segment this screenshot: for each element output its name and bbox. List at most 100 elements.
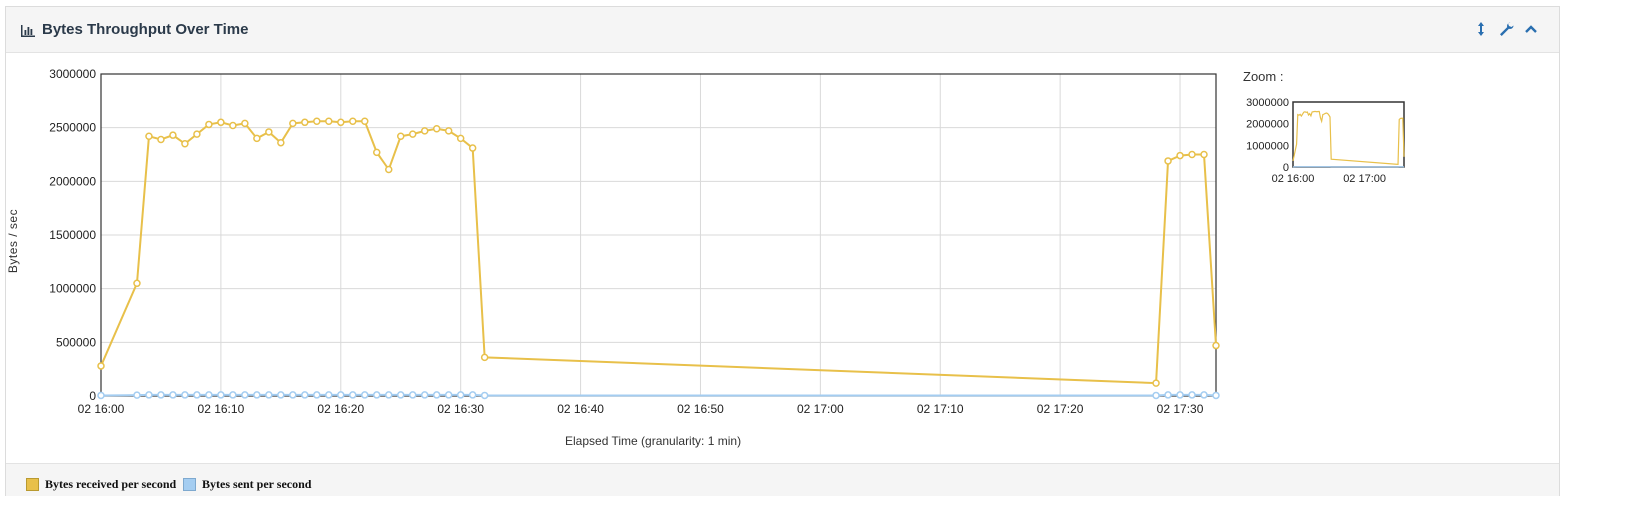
data-point-received [1152, 379, 1160, 387]
data-point-received [253, 134, 261, 143]
data-point-received [277, 138, 285, 147]
data-point-sent [253, 391, 261, 399]
x-tick-label: 02 17:10 [917, 402, 964, 416]
y-tick-label: 2500000 [49, 121, 96, 135]
data-point-sent [432, 391, 441, 399]
zoom-frame [1292, 101, 1405, 168]
data-point-received [444, 127, 453, 135]
legend-swatch-sent [183, 478, 196, 491]
data-point-sent [97, 391, 105, 400]
data-point-received [313, 117, 321, 125]
data-point-sent [205, 391, 213, 399]
data-point-sent [1212, 391, 1220, 400]
chevron-up-icon[interactable] [1523, 21, 1539, 37]
data-point-sent [181, 391, 189, 399]
data-point-sent [301, 391, 309, 399]
zoom-y-tick-label: 2000000 [1246, 119, 1289, 131]
data-point-received [408, 130, 417, 138]
data-point-received [337, 118, 345, 127]
x-tick-label: 02 16:50 [677, 402, 724, 416]
zoom-x-tick-label: 02 16:00 [1272, 173, 1315, 185]
throughput-panel: Bytes Throughput Over Time Bytes / sec E… [5, 6, 1560, 496]
data-point-received [396, 132, 405, 141]
x-tick-label: 02 16:10 [198, 402, 245, 416]
y-tick-label: 2000000 [49, 174, 96, 188]
data-point-sent [1188, 391, 1196, 399]
zoom-y-tick-label: 3000000 [1246, 97, 1289, 109]
data-point-sent [313, 391, 321, 399]
data-point-received [265, 128, 273, 136]
data-point-sent [265, 391, 273, 399]
data-point-sent [396, 391, 405, 399]
data-point-sent [361, 391, 369, 399]
data-point-sent [145, 391, 153, 399]
zoom-series-line-received [1292, 110, 1405, 166]
data-point-received [205, 120, 213, 129]
wrench-icon[interactable] [1498, 21, 1514, 37]
x-tick-label: 02 16:30 [437, 402, 484, 416]
y-tick-label: 1000000 [49, 282, 96, 296]
resize-vertical-icon[interactable] [1473, 21, 1489, 37]
panel-header: Bytes Throughput Over Time [6, 7, 1559, 53]
data-point-received [229, 121, 237, 130]
data-point-sent [373, 391, 381, 399]
data-point-received [349, 117, 357, 125]
y-tick-label: 3000000 [49, 67, 96, 81]
data-point-sent [1164, 391, 1172, 399]
data-point-sent [1200, 391, 1208, 399]
data-point-sent [349, 391, 357, 399]
data-point-received [157, 135, 165, 144]
data-point-received [432, 124, 441, 133]
y-tick-label: 0 [89, 389, 96, 403]
data-point-received [384, 165, 393, 174]
data-point-sent [169, 391, 177, 399]
throughput-chart[interactable]: 0 500000 1000000 1500000 2000000 2500000 30000… [6, 7, 1559, 463]
legend-item-sent[interactable]: Bytes sent per second [183, 477, 311, 492]
data-point-received [133, 279, 141, 288]
data-point-sent [289, 391, 297, 399]
x-tick-label: 02 17:20 [1037, 402, 1084, 416]
data-point-received [217, 118, 225, 127]
data-point-sent [133, 391, 141, 399]
data-point-sent [337, 391, 345, 399]
data-point-sent [229, 391, 237, 399]
x-tick-label: 02 16:20 [317, 402, 364, 416]
data-point-sent [420, 391, 429, 399]
data-point-sent [456, 391, 465, 399]
legend-item-received[interactable]: Bytes received per second [26, 477, 176, 492]
legend-label-received: Bytes received per second [45, 477, 177, 491]
data-point-received [97, 362, 105, 370]
x-tick-label: 02 17:30 [1157, 402, 1204, 416]
x-axis-label: Elapsed Time (granularity: 1 min) [565, 434, 742, 448]
legend-swatch-received [26, 478, 39, 491]
data-point-sent [325, 391, 333, 399]
data-point-sent [444, 391, 453, 399]
zoom-overview-chart[interactable]: 0 1000000 2000000 3000000 02 16:00 02 17:00 [6, 7, 1559, 463]
zoom-y-tick-label: 1000000 [1246, 140, 1289, 152]
data-point-received [241, 119, 249, 128]
data-point-sent [480, 391, 489, 400]
bar-chart-icon [21, 25, 35, 37]
data-point-received [361, 117, 369, 125]
data-point-received [193, 130, 201, 138]
data-point-received [301, 118, 309, 127]
data-point-received [1176, 151, 1184, 160]
data-point-sent [1152, 391, 1160, 400]
data-point-sent [193, 391, 201, 399]
zoom-x-tick-label: 02 17:00 [1343, 173, 1386, 185]
data-point-received [1200, 150, 1208, 159]
y-tick-label: 1500000 [49, 228, 96, 242]
data-point-received [480, 353, 489, 362]
zoom-label: Zoom : [1243, 69, 1284, 84]
data-point-sent [217, 391, 225, 399]
data-point-sent [277, 391, 285, 399]
x-tick-label: 02 16:40 [557, 402, 604, 416]
data-point-received [456, 134, 465, 143]
chart-legend: Bytes received per second Bytes sent per… [6, 463, 1559, 496]
data-point-sent [157, 391, 165, 399]
data-point-received [145, 132, 153, 141]
data-point-sent [384, 391, 393, 399]
panel-title: Bytes Throughput Over Time [42, 21, 249, 38]
data-point-received [1188, 150, 1196, 159]
y-tick-label: 500000 [56, 335, 96, 349]
